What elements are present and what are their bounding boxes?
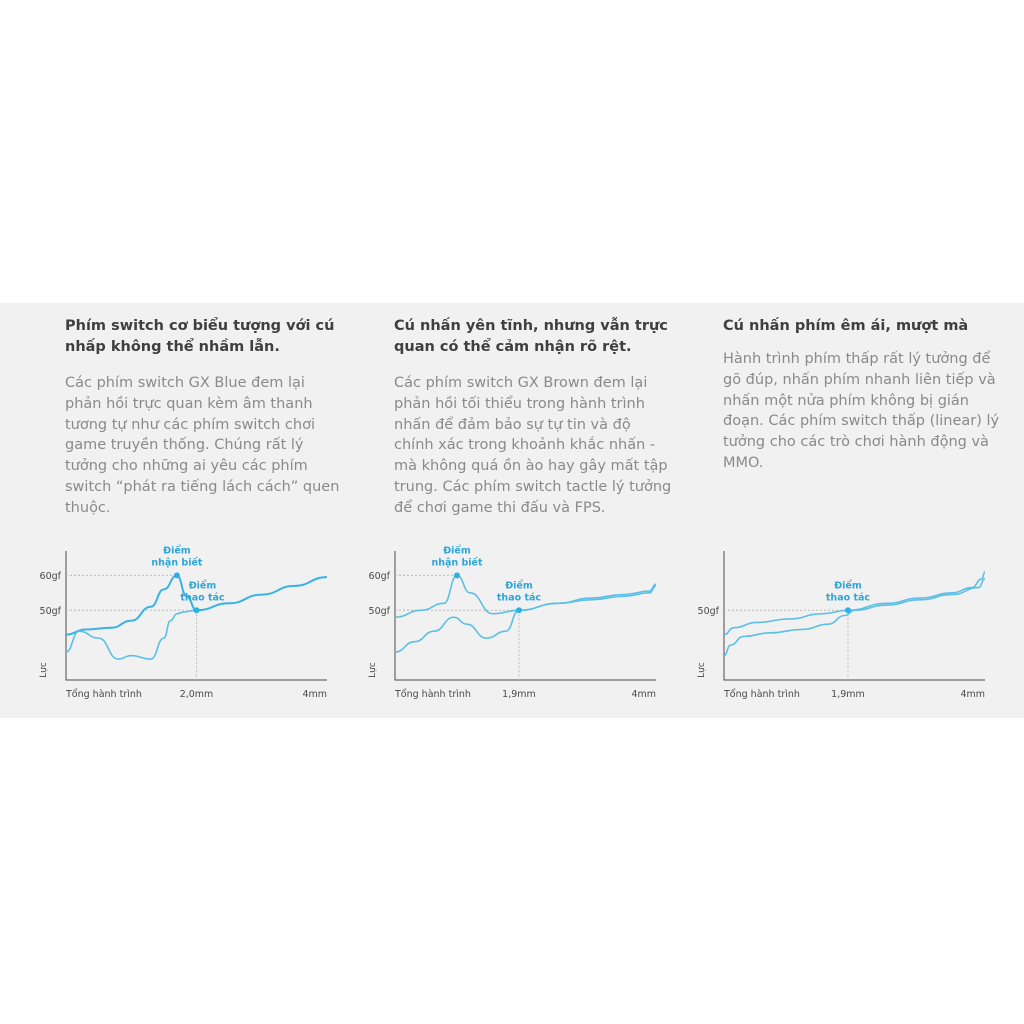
annotation-label: thao tác (497, 592, 541, 603)
annotation-label: Điểm (834, 579, 862, 591)
x-tick-label: 4mm (302, 689, 327, 700)
feature-body-2: Các phím switch GX Brown đem lại phản hồ… (394, 375, 672, 516)
y-axis-label: Lực (39, 662, 49, 678)
annotation-label: Điểm (189, 579, 217, 591)
y-axis-label: Lực (697, 662, 707, 678)
feature-body-3: Hành trình phím thấp rất lý tưởng để gõ … (723, 351, 1000, 471)
chart-axes (65, 551, 327, 681)
annotation-point (173, 572, 180, 579)
series-line-2 (394, 583, 657, 653)
annotation-label: nhận biết (431, 557, 483, 568)
x-tick-label: 2,0mm (180, 689, 214, 700)
y-axis-label: Lực (368, 662, 378, 678)
y-tick-label: 50gf (40, 606, 62, 617)
annotation-point (193, 607, 200, 614)
x-tick-label: 4mm (631, 689, 656, 700)
x-tick-label: 4mm (960, 689, 985, 700)
x-axis-label: Tổng hành trình (65, 689, 142, 700)
features-band: Phím switch cơ biểu tượng với cú nhấp kh… (0, 303, 1024, 718)
annotation-point (844, 607, 851, 614)
series-line-2 (723, 578, 986, 657)
annotation-label: Điểm (505, 579, 533, 591)
x-axis-label: Tổng hành trình (723, 689, 800, 700)
annotation-label: nhận biết (151, 557, 203, 568)
chart-axes (723, 551, 985, 681)
x-tick-label: 1,9mm (831, 689, 865, 700)
annotation-label: thao tác (826, 592, 870, 603)
feature-title-1: Phím switch cơ biểu tượng với cú nhấp kh… (65, 318, 335, 355)
y-tick-label: 50gf (698, 606, 720, 617)
y-tick-label: 60gf (40, 571, 62, 582)
series-line-1 (394, 574, 657, 619)
series-line-1 (723, 571, 986, 636)
chart-axes (394, 551, 656, 681)
annotation-point (453, 572, 460, 579)
feature-title-3: Cú nhấn phím êm ái, mượt mà (723, 318, 969, 334)
x-axis-label: Tổng hành trình (394, 689, 471, 700)
series-line-2 (65, 609, 197, 660)
annotation-label: Điểm (443, 544, 471, 556)
annotation-label: thao tác (180, 592, 224, 603)
y-tick-label: 50gf (369, 606, 391, 617)
annotation-point (515, 607, 522, 614)
y-tick-label: 60gf (369, 571, 391, 582)
x-tick-label: 1,9mm (502, 689, 536, 700)
feature-title-2: Cú nhấn yên tĩnh, nhưng vẫn trực quan có… (394, 318, 668, 355)
annotation-label: Điểm (163, 544, 191, 556)
feature-body-1: Các phím switch GX Blue đem lại phản hồi… (65, 375, 340, 516)
